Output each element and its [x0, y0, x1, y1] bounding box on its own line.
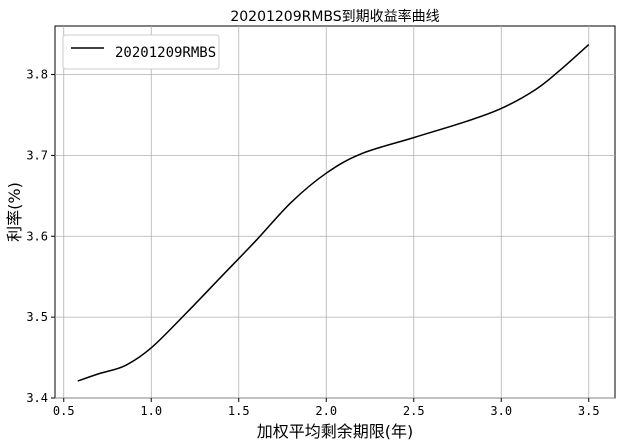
- x-tick-label: 3.5: [578, 404, 600, 418]
- x-tick-label: 0.5: [53, 404, 75, 418]
- x-tick-label: 1.5: [228, 404, 250, 418]
- y-tick-label: 3.5: [26, 310, 48, 324]
- legend-label: 20201209RMBS: [115, 45, 216, 61]
- x-tick-label: 2.5: [403, 404, 425, 418]
- chart-title: 20201209RMBS到期收益率曲线: [230, 9, 440, 25]
- x-tick-label: 3.0: [490, 404, 512, 418]
- plot-frame: [54, 25, 616, 399]
- grid: [55, 26, 615, 399]
- y-tick-label: 3.4: [26, 391, 48, 405]
- y-tick-label: 3.8: [26, 68, 48, 82]
- x-axis-title: 加权平均剩余期限(年): [257, 422, 414, 441]
- series-layer: [77, 44, 590, 382]
- x-ticks: 0.5 1.0 1.5 2.0 2.5 3.0 3.5: [53, 398, 600, 418]
- x-tick-label: 1.0: [140, 404, 162, 418]
- y-tick-label: 3.7: [26, 148, 48, 162]
- x-tick-label: 2.0: [315, 404, 337, 418]
- y-tick-label: 3.6: [26, 229, 48, 243]
- series-line: [77, 44, 590, 382]
- legend: 20201209RMBS: [62, 34, 220, 70]
- y-axis-title: 利率(%): [5, 182, 24, 242]
- legend-box: [62, 34, 220, 70]
- y-ticks: 3.4 3.5 3.6 3.7 3.8: [26, 68, 55, 405]
